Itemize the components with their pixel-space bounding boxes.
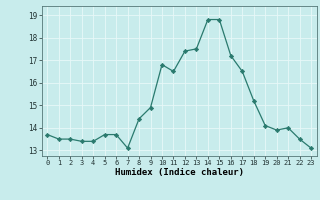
X-axis label: Humidex (Indice chaleur): Humidex (Indice chaleur) bbox=[115, 168, 244, 177]
